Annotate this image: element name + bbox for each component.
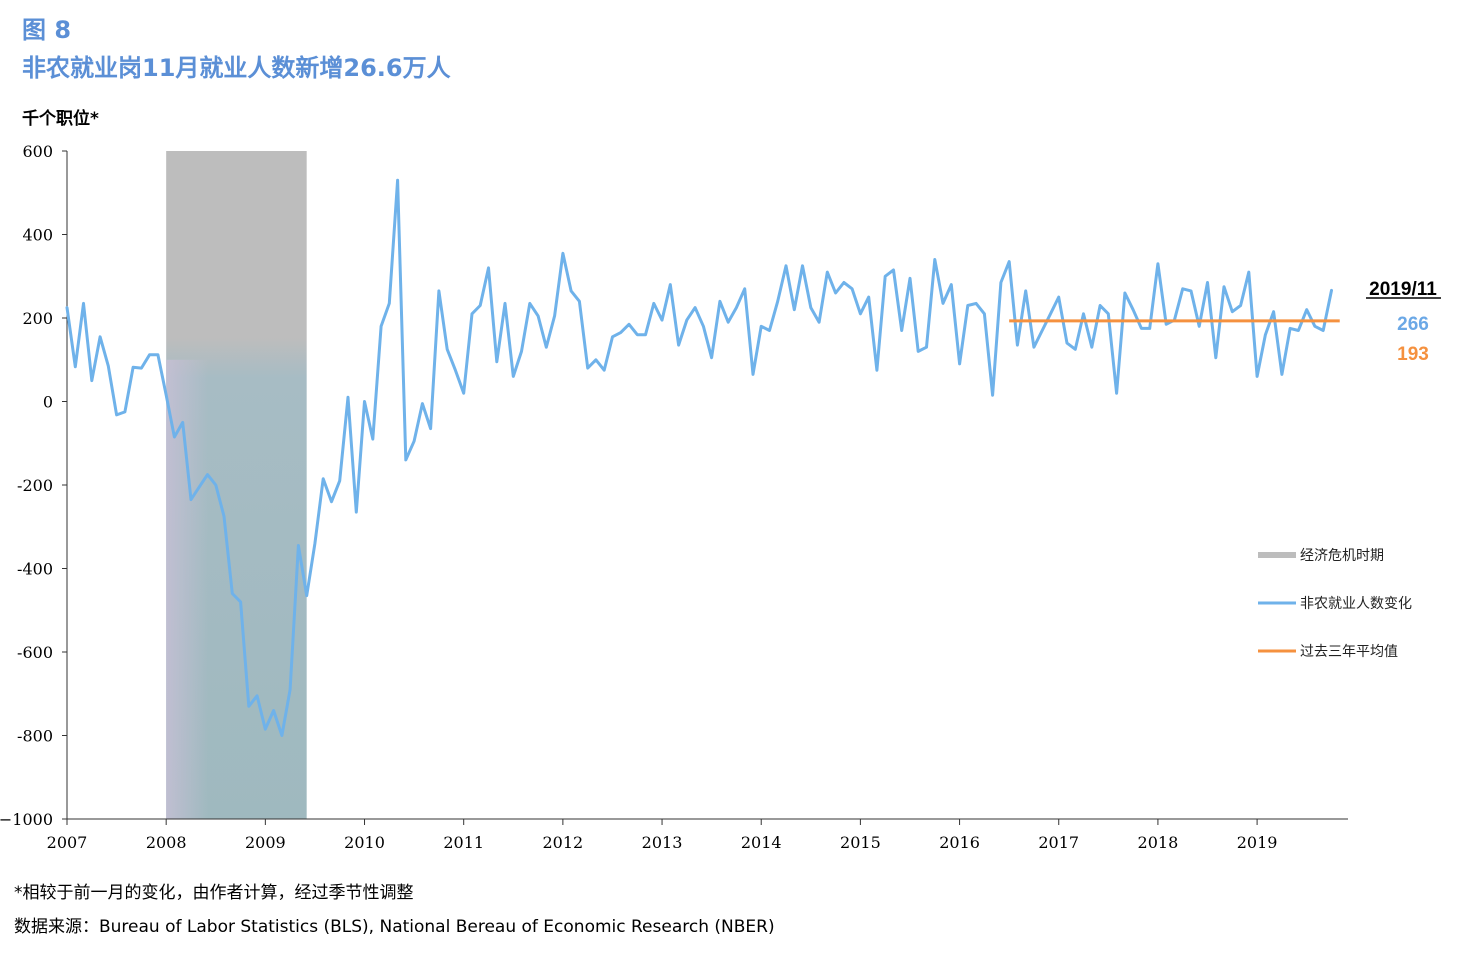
- legend-average-label: 过去三年平均值: [1300, 644, 1398, 660]
- latest-value-label: 266: [1397, 314, 1429, 335]
- x-tick-label: 2019: [1237, 833, 1278, 852]
- y-tick-label: 600: [22, 142, 53, 161]
- footnote: *相较于前一月的变化，由作者计算，经过季节性调整: [14, 883, 414, 903]
- x-tick-label: 2010: [344, 833, 385, 852]
- recession-band-tint: [166, 359, 307, 819]
- y-tick-label: -200: [17, 476, 53, 495]
- x-tick-label: 2008: [146, 833, 187, 852]
- x-tick-label: 2009: [245, 833, 286, 852]
- x-tick-label: 2017: [1038, 833, 1079, 852]
- y-tick-label: 200: [22, 309, 53, 328]
- y-tick-label: -400: [17, 560, 53, 579]
- y-tick-label: -800: [17, 727, 53, 746]
- y-tick-label: −1000: [0, 810, 53, 829]
- y-tick-label: 400: [22, 226, 53, 245]
- x-tick-label: 2013: [642, 833, 683, 852]
- x-tick-label: 2015: [840, 833, 881, 852]
- y-tick-label: 0: [43, 393, 53, 412]
- y-tick-label: -600: [17, 643, 53, 662]
- y-axis-unit-label: 千个职位*: [22, 109, 99, 129]
- x-tick-label: 2012: [543, 833, 584, 852]
- average-value-label: 193: [1397, 344, 1429, 365]
- x-tick-label: 2011: [443, 833, 484, 852]
- x-tick-label: 2014: [741, 833, 782, 852]
- legend-recession-label: 经济危机时期: [1300, 548, 1384, 564]
- x-tick-label: 2018: [1138, 833, 1179, 852]
- chart-title: 非农就业岗11月就业人数新增26.6万人: [22, 54, 451, 82]
- latest-date-label: 2019/11: [1369, 279, 1437, 300]
- series-line-payrolls: [65, 178, 1333, 737]
- x-tick-label: 2007: [47, 833, 88, 852]
- x-tick-label: 2016: [939, 833, 980, 852]
- line-chart: 600 400 200 0 -200 -400 -600 -800 −1000 2007 2008 2…: [0, 142, 1441, 852]
- source-note: 数据来源：Bureau of Labor Statistics (BLS), N…: [14, 917, 775, 937]
- legend-series-label: 非农就业人数变化: [1300, 596, 1412, 612]
- figure-label: 图 8: [22, 16, 72, 44]
